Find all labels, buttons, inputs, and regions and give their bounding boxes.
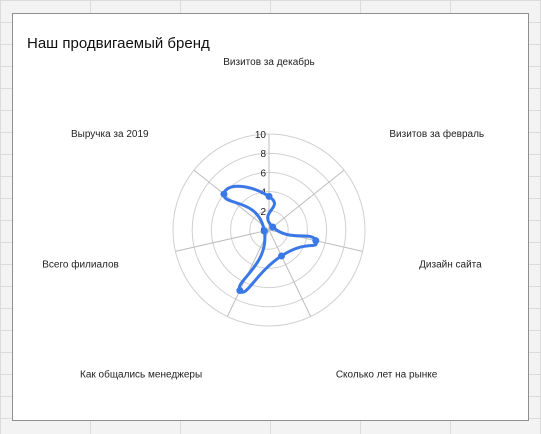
axis-spoke [268, 169, 345, 231]
chart-title: Наш продвигаемый бренд [27, 35, 210, 52]
category-label: Сколько лет на рынке [336, 370, 438, 381]
category-label: Всего филиалов [42, 258, 119, 270]
data-point [312, 237, 320, 245]
radial-tick-label: 2 [260, 207, 266, 218]
radial-tick-label: 8 [260, 149, 266, 160]
category-label: Визитов за февраль [389, 128, 484, 140]
data-point [260, 227, 268, 235]
series-line [222, 184, 318, 294]
category-label: Как общались менеджеры [80, 369, 202, 381]
data-point [269, 223, 277, 231]
data-point [277, 252, 285, 260]
category-label: Выручка за 2019 [71, 129, 149, 140]
chart-card[interactable]: Наш продвигаемый бренд 0246810Визитов за… [12, 13, 529, 421]
axis-spoke [175, 229, 270, 252]
axis-spoke [268, 229, 312, 317]
data-point [236, 287, 244, 295]
category-label: Визитов за декабрь [223, 56, 315, 68]
data-point [220, 190, 228, 198]
data-point [265, 192, 273, 200]
radial-tick-label: 6 [260, 168, 266, 179]
category-label: Дизайн сайта [419, 259, 482, 270]
radial-tick-label: 10 [255, 130, 267, 141]
